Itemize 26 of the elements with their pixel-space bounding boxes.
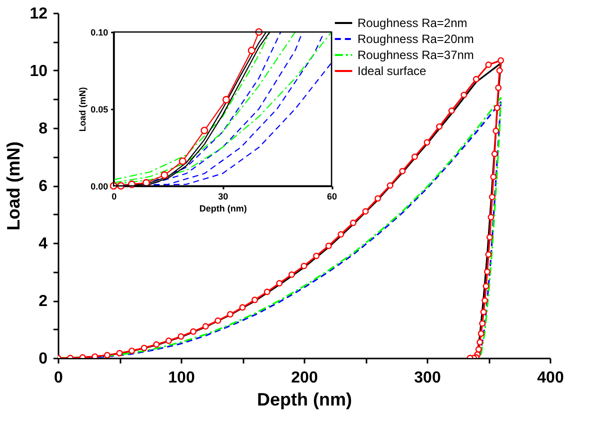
y-tick-label: 12 <box>30 6 48 22</box>
x-tick-label: 30 <box>218 191 228 202</box>
x-tick-label: 200 <box>291 370 318 386</box>
y-tick-label: 2 <box>38 293 48 310</box>
y-tick-label: 4 <box>38 236 48 252</box>
legend-label: Roughness Ra=2nm <box>358 16 468 30</box>
x-tick-label: 300 <box>414 370 441 386</box>
x-axis-title: Depth (nm) <box>257 390 352 410</box>
y-tick-label: 0.10 <box>90 27 108 38</box>
x-tick-label: 0 <box>112 191 117 202</box>
y-tick-label: 8 <box>38 120 48 138</box>
y-tick-label: 6 <box>38 178 48 195</box>
x-tick-label: 100 <box>168 370 195 386</box>
y-axis-title: Load (mN) <box>78 87 88 132</box>
x-tick-label: 400 <box>537 370 564 386</box>
x-tick-label: 0 <box>54 370 64 386</box>
legend-label: Roughness Ra=20nm <box>358 32 474 46</box>
y-axis-title: Load (mN) <box>4 142 24 230</box>
y-tick-label: 10 <box>30 63 48 80</box>
x-tick-label: 60 <box>327 191 338 202</box>
y-tick-label: 0.00 <box>90 181 108 192</box>
legend-label: Roughness Ra=37nm <box>358 48 474 62</box>
legend-label: Ideal surface <box>358 64 427 78</box>
x-axis-title: Depth (nm) <box>199 203 247 214</box>
y-tick-label: 0.05 <box>90 104 108 114</box>
y-tick-label: 0 <box>38 350 48 368</box>
